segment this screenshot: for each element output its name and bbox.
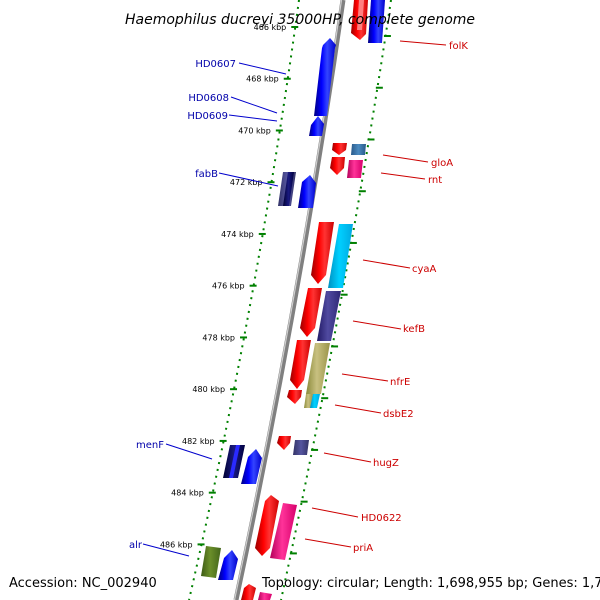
- gene-menF-arrow[interactable]: [241, 449, 262, 484]
- scale-tick-label: 476 kbp: [212, 282, 245, 291]
- gene-kefB-arrow[interactable]: [300, 288, 322, 337]
- scale-tick-label: 466 kbp: [254, 23, 287, 32]
- scale-tick-label: 470 kbp: [238, 126, 271, 135]
- forward-strand-genes: [241, 0, 385, 600]
- scale-tick-label: 482 kbp: [182, 437, 215, 446]
- gene-cyaA-cyan[interactable]: [328, 224, 353, 288]
- gene-hugZ-arrow[interactable]: [277, 436, 291, 450]
- scale-tick-label: 472 kbp: [230, 178, 263, 187]
- gene-gloA-arrow[interactable]: [332, 143, 347, 155]
- reverse-gene-labels: HD0607 HD0608 HD0609 fabB menF alr: [129, 59, 236, 551]
- reverse-strand-genes: [201, 38, 336, 580]
- gene-label-gloA[interactable]: gloA: [431, 158, 453, 169]
- gene-label-menF[interactable]: menF: [136, 440, 164, 451]
- gene-label-HD0609[interactable]: HD0609: [187, 111, 228, 122]
- scale-ticks: 466 kbp 468 kbp 470 kbp 472 kbp 474 kbp 476 k…: [160, 23, 391, 555]
- scale-tick-label: 478 kbp: [202, 333, 235, 342]
- scale-tick-label: 484 kbp: [171, 489, 204, 498]
- gene-nfrE-arrow[interactable]: [290, 340, 311, 389]
- gene-fabB-core: [283, 172, 294, 206]
- scale-tick-label: 480 kbp: [192, 385, 225, 394]
- right-scale-guide: [280, 0, 392, 600]
- gene-dsbE2-arrow[interactable]: [287, 390, 302, 404]
- map-title: Haemophilus ducreyi 35000HP, complete ge…: [125, 12, 475, 28]
- gene-label-folK[interactable]: folK: [449, 41, 468, 52]
- gene-label-HD0608[interactable]: HD0608: [188, 93, 229, 104]
- gene-bottom-pink-box[interactable]: [258, 592, 272, 600]
- gene-label-rnt[interactable]: rnt: [428, 175, 442, 186]
- gene-dsbE2-cyan[interactable]: [310, 394, 320, 408]
- gene-menF-stripe: [229, 445, 240, 478]
- gene-label-cyaA[interactable]: cyaA: [412, 264, 437, 275]
- gene-HD0607-arrow[interactable]: [314, 38, 336, 116]
- gene-priA-box[interactable]: [270, 503, 297, 560]
- gene-hugZ-box[interactable]: [293, 440, 309, 455]
- gene-gloA-box[interactable]: [351, 144, 366, 155]
- scale-tick-label: 474 kbp: [221, 230, 254, 239]
- gene-folK-pink: [357, 0, 364, 30]
- forward-gene-labels: folK gloA rnt cyaA kefB nfrE dsbE2 hugZ …: [353, 41, 468, 554]
- leader-lines: [142, 40, 447, 557]
- genome-summary-text: Topology: circular; Length: 1,698,955 bp…: [261, 576, 600, 591]
- gene-bottom-red-arrow[interactable]: [241, 584, 256, 600]
- gene-label-nfrE[interactable]: nfrE: [390, 377, 410, 388]
- gene-label-dsbE2[interactable]: dsbE2: [383, 409, 414, 420]
- gene-label-kefB[interactable]: kefB: [403, 324, 425, 335]
- gene-nfrE-box[interactable]: [306, 343, 330, 394]
- accession-text: Accession: NC_002940: [9, 576, 157, 591]
- gene-folK-blue[interactable]: [368, 0, 385, 43]
- gene-kefB-box[interactable]: [317, 291, 341, 341]
- gene-label-HD0607[interactable]: HD0607: [195, 59, 236, 70]
- gene-label-priA[interactable]: priA: [353, 543, 373, 554]
- gene-label-fabB[interactable]: fabB: [195, 169, 218, 180]
- gene-label-hugZ[interactable]: hugZ: [373, 458, 399, 469]
- gene-label-alr[interactable]: alr: [129, 540, 143, 551]
- gene-HD0609-arrow[interactable]: [309, 116, 324, 136]
- gene-alr-body[interactable]: [201, 546, 221, 578]
- gene-rnt-box[interactable]: [347, 160, 363, 178]
- gene-label-HD0622[interactable]: HD0622: [361, 513, 402, 524]
- gene-HD0622-arrow[interactable]: [255, 495, 279, 556]
- scale-tick-label: 486 kbp: [160, 540, 193, 549]
- left-scale-guide: [188, 0, 300, 600]
- gene-rnt-arrow[interactable]: [330, 157, 345, 175]
- scale-tick-label: 468 kbp: [246, 75, 279, 84]
- gene-cyaA-arrow[interactable]: [311, 222, 334, 284]
- gene-fabB-arrow[interactable]: [298, 175, 316, 208]
- gene-alr-arrow[interactable]: [218, 550, 238, 580]
